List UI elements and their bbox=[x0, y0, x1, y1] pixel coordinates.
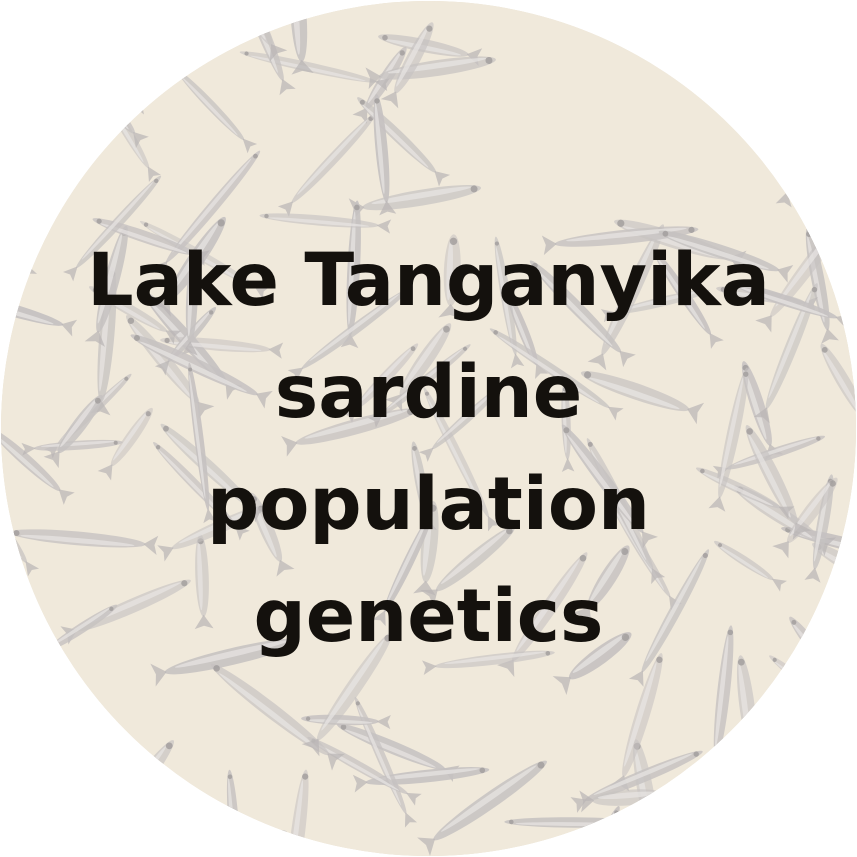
title-line-4: genetics bbox=[253, 574, 604, 659]
title-line-3: population bbox=[207, 462, 650, 547]
page-title: Lake Tanganyika sardine population genet… bbox=[1, 225, 856, 673]
title-line-2: sardine bbox=[274, 350, 583, 435]
title-line-1: Lake Tanganyika bbox=[87, 238, 770, 323]
